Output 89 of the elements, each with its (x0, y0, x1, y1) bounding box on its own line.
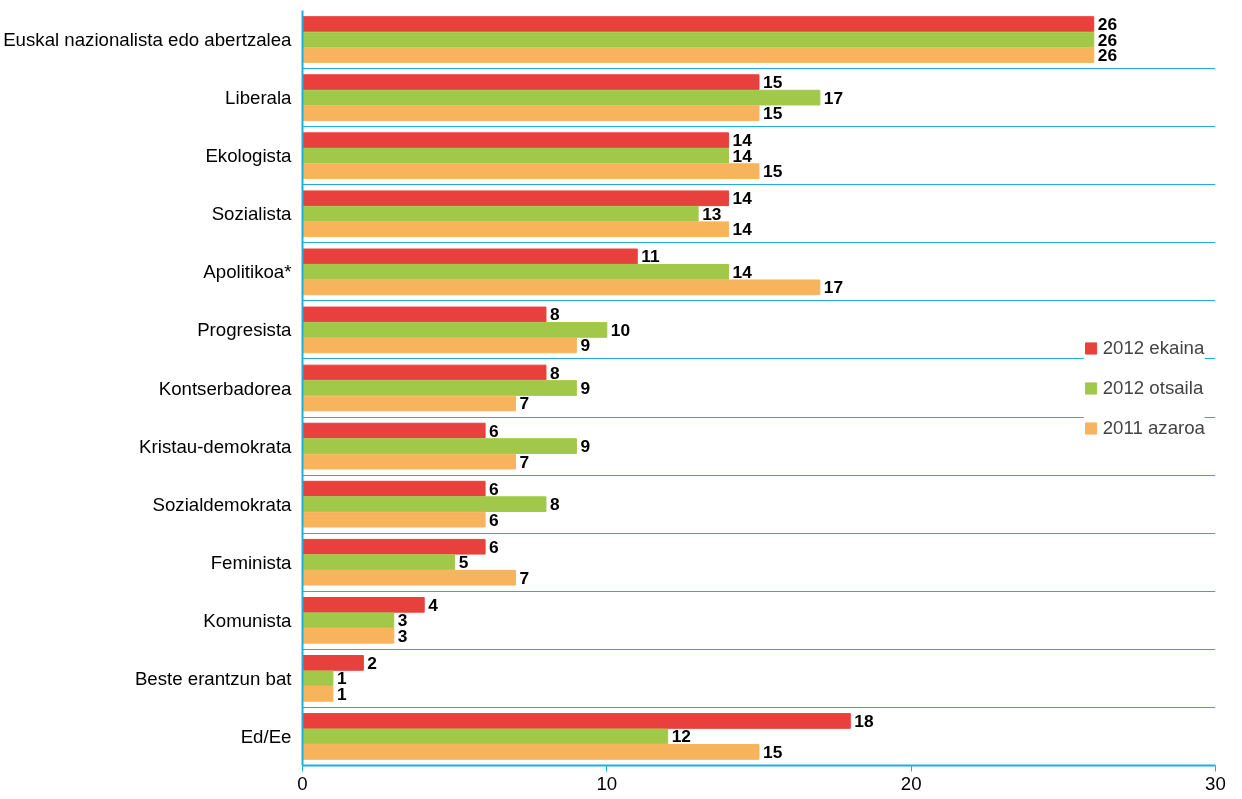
y-tick-label: Sozialdemokrata (152, 493, 293, 515)
bar (302, 205, 699, 222)
bar (302, 612, 395, 629)
y-tick-label: Ed/Ee (240, 725, 292, 747)
y-tick-label: Liberala (225, 87, 293, 109)
y-tick-label: Kontserbadorea (158, 377, 293, 399)
bar (302, 380, 577, 396)
bar (302, 627, 395, 644)
y-tick-label: Progresista (197, 319, 293, 341)
legend-label: 2011 azaroa (1102, 416, 1205, 439)
bar (302, 395, 517, 412)
data-label: 9 (580, 436, 591, 457)
bar (302, 105, 760, 121)
data-label: 7 (519, 393, 530, 414)
bar (302, 221, 730, 238)
bar (302, 554, 456, 571)
bar (302, 686, 334, 702)
data-label: 9 (580, 378, 591, 398)
y-tick-label: Apolitikoa* (203, 261, 292, 283)
bar (302, 480, 486, 497)
data-label: 10 (610, 319, 631, 340)
data-label: 14 (732, 188, 753, 209)
data-label: 18 (854, 710, 874, 731)
bar (302, 337, 577, 354)
bar (302, 713, 851, 729)
data-label: 8 (549, 494, 560, 515)
x-tick-label: 0 (297, 772, 308, 794)
bar (302, 89, 821, 106)
legend-label: 2012 otsaila (1102, 376, 1204, 399)
data-label: 17 (823, 277, 844, 298)
x-tick-label: 30 (1205, 772, 1226, 794)
bar (302, 163, 760, 180)
bar (302, 569, 517, 586)
bar (302, 306, 547, 323)
data-label: 4 (428, 594, 439, 615)
data-label: 8 (549, 304, 560, 325)
data-label: 13 (702, 203, 722, 224)
data-label: 7 (519, 567, 530, 588)
data-label: 2 (367, 652, 378, 673)
y-tick-label: Euskal nazionalista edo abertzalea (3, 29, 293, 51)
bar (302, 322, 608, 338)
data-label: 6 (489, 509, 500, 530)
data-label: 11 (641, 246, 660, 267)
bar (302, 422, 486, 439)
bar (302, 538, 486, 555)
data-label: 14 (732, 219, 753, 240)
bar (302, 438, 577, 454)
y-tick-label: Komunista (203, 609, 293, 631)
data-label: 15 (763, 72, 783, 93)
data-label: 15 (763, 103, 783, 124)
bar (302, 16, 1095, 32)
y-tick-label: Sozialista (211, 203, 293, 225)
bar (302, 364, 547, 381)
data-label: 6 (489, 420, 500, 441)
bar (302, 744, 760, 760)
bar (302, 279, 821, 296)
y-tick-label: Feminista (210, 551, 293, 573)
bar (302, 263, 730, 280)
data-label: 6 (489, 478, 500, 499)
bar (302, 496, 547, 513)
data-label: 7 (519, 451, 530, 472)
y-tick-label: Ekologista (205, 145, 293, 167)
x-tick-label: 10 (596, 772, 618, 794)
bar (302, 670, 334, 687)
data-label: 9 (580, 335, 591, 356)
y-tick-label: Beste erantzun bat (134, 667, 293, 689)
bar (302, 596, 425, 613)
data-label: 15 (763, 741, 783, 762)
data-label: 14 (732, 261, 753, 282)
bar (302, 74, 760, 90)
bar (302, 47, 1095, 63)
data-label: 12 (671, 726, 691, 747)
data-label: 8 (549, 362, 560, 383)
data-label: 15 (763, 161, 783, 182)
x-tick-label: 20 (900, 772, 922, 794)
bar (302, 190, 730, 207)
bar (302, 132, 730, 149)
bar (302, 511, 486, 528)
bar (302, 728, 669, 745)
bar (302, 453, 517, 470)
bar (302, 248, 638, 265)
bar (302, 655, 364, 671)
bar (302, 31, 1095, 48)
data-label: 6 (489, 536, 500, 557)
bar (302, 147, 730, 164)
legend-label: 2012 ekaina (1102, 336, 1205, 359)
y-tick-label: Kristau-demokrata (139, 435, 293, 457)
data-label: 5 (458, 552, 469, 573)
data-label: 17 (823, 87, 844, 108)
